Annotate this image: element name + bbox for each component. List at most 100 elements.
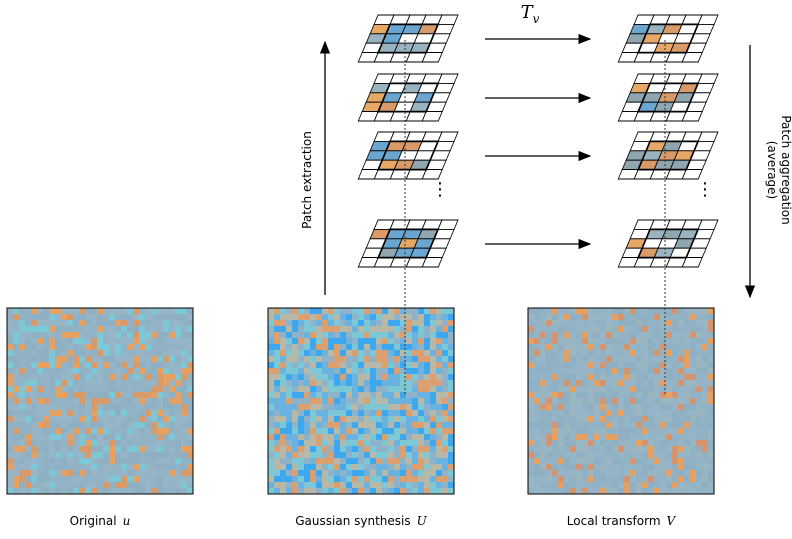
- pixel: [91, 356, 97, 362]
- pixel: [672, 368, 678, 374]
- pixel: [442, 338, 448, 344]
- pixel: [612, 464, 618, 470]
- pixel: [292, 368, 298, 374]
- extraction-label: Patch extraction: [300, 131, 314, 229]
- pixel: [145, 392, 151, 398]
- pixel: [540, 332, 546, 338]
- pixel: [406, 386, 412, 392]
- pixel: [286, 410, 292, 416]
- pixel: [292, 386, 298, 392]
- pixel: [424, 416, 430, 422]
- pixel: [448, 470, 454, 476]
- pixel: [406, 428, 412, 434]
- pixel: [139, 368, 145, 374]
- pixel: [630, 332, 636, 338]
- pixel: [25, 368, 31, 374]
- pixel: [334, 308, 340, 314]
- pixel: [304, 374, 310, 380]
- pixel: [594, 446, 600, 452]
- pixel: [181, 488, 187, 494]
- pixel: [310, 488, 316, 494]
- pixel: [340, 392, 346, 398]
- pixel: [528, 440, 534, 446]
- pixel: [678, 326, 684, 332]
- pixel: [606, 386, 612, 392]
- pixel: [388, 458, 394, 464]
- pixel: [552, 338, 558, 344]
- pixel: [672, 332, 678, 338]
- pixel: [268, 326, 274, 332]
- pixel: [418, 482, 424, 488]
- pixel: [370, 434, 376, 440]
- pixel: [534, 368, 540, 374]
- pixel: [618, 320, 624, 326]
- pixel: [684, 332, 690, 338]
- pixel: [576, 392, 582, 398]
- pixel: [564, 470, 570, 476]
- pixel: [364, 404, 370, 410]
- pixel: [600, 350, 606, 356]
- pixel: [73, 314, 79, 320]
- pixel: [61, 410, 67, 416]
- pixel: [666, 482, 672, 488]
- pixel: [310, 308, 316, 314]
- pixel: [528, 374, 534, 380]
- pixel: [406, 320, 412, 326]
- pixel: [642, 308, 648, 314]
- pixel: [418, 362, 424, 368]
- pixel: [436, 410, 442, 416]
- pixel: [334, 458, 340, 464]
- pixel: [690, 326, 696, 332]
- pixel: [364, 398, 370, 404]
- pixel: [109, 314, 115, 320]
- pixel: [436, 392, 442, 398]
- pixel: [157, 392, 163, 398]
- pixel: [292, 410, 298, 416]
- pixel: [85, 488, 91, 494]
- pixel: [594, 482, 600, 488]
- pixel: [570, 326, 576, 332]
- pixel: [594, 440, 600, 446]
- pixel: [594, 470, 600, 476]
- pixel: [292, 422, 298, 428]
- patch-cell: [682, 53, 702, 62]
- pixel: [145, 452, 151, 458]
- pixel: [612, 410, 618, 416]
- pixel: [418, 332, 424, 338]
- pixel: [121, 488, 127, 494]
- pixel: [25, 350, 31, 356]
- pixel: [582, 398, 588, 404]
- pixel: [151, 422, 157, 428]
- pixel: [316, 416, 322, 422]
- pixel: [430, 488, 436, 494]
- pixel: [25, 308, 31, 314]
- pixel: [618, 458, 624, 464]
- pixel: [73, 362, 79, 368]
- pixel: [85, 344, 91, 350]
- pixel: [304, 404, 310, 410]
- pixel: [7, 356, 13, 362]
- pixel: [648, 356, 654, 362]
- pixel: [49, 326, 55, 332]
- pixel: [181, 386, 187, 392]
- pixel: [145, 326, 151, 332]
- pixel: [109, 470, 115, 476]
- pixel: [606, 446, 612, 452]
- pixel: [358, 374, 364, 380]
- pixel: [388, 416, 394, 422]
- pixel: [292, 404, 298, 410]
- pixel: [406, 440, 412, 446]
- pixel: [91, 482, 97, 488]
- pixel: [684, 356, 690, 362]
- pixel: [436, 326, 442, 332]
- pixel: [13, 380, 19, 386]
- pixel: [334, 488, 340, 494]
- pixel: [139, 410, 145, 416]
- pixel: [97, 428, 103, 434]
- pixel: [546, 398, 552, 404]
- pixel: [618, 380, 624, 386]
- pixel: [157, 314, 163, 320]
- pixel: [600, 482, 606, 488]
- pixel: [274, 482, 280, 488]
- pixel: [394, 404, 400, 410]
